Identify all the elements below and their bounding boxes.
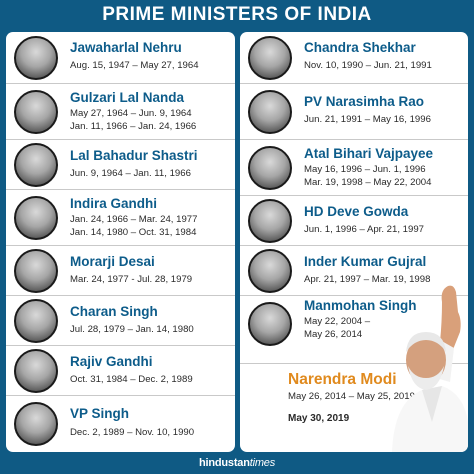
portrait-photo — [14, 402, 58, 446]
pm-entry-nehru: Jawaharlal Nehru Aug. 15, 1947 – May 27,… — [6, 32, 235, 84]
pm-entry-indira: Indira Gandhi Jan. 24, 1966 – Mar. 24, 1… — [6, 190, 235, 246]
portrait-photo — [248, 302, 292, 346]
left-column-card: Jawaharlal Nehru Aug. 15, 1947 – May 27,… — [6, 32, 235, 452]
pm-name: Inder Kumar Gujral — [304, 254, 427, 269]
pm-name: Indira Gandhi — [70, 196, 158, 211]
pm-entry-gujral: Inder Kumar Gujral Apr. 21, 1997 – Mar. … — [240, 246, 468, 296]
portrait-photo — [14, 90, 58, 134]
pm-entry-devegowda: HD Deve Gowda Jun. 1, 1996 – Apr. 21, 19… — [240, 196, 468, 246]
current-pm-term: May 26, 2014 – May 25, 2019 — [288, 391, 415, 402]
portrait-photo — [14, 299, 58, 343]
pm-name: Gulzari Lal Nanda — [70, 90, 185, 105]
portrait-photo — [248, 199, 292, 243]
current-pm-photo — [392, 285, 468, 452]
pm-entry-vajpayee: Atal Bihari Vajpayee May 16, 1996 – Jun.… — [240, 140, 468, 196]
current-pm-new-term: May 30, 2019 — [288, 413, 350, 424]
portrait-photo — [14, 36, 58, 80]
pm-name: PV Narasimha Rao — [304, 94, 425, 109]
pm-entry-vpsingh: VP Singh Dec. 2, 1989 – Nov. 10, 1990 — [6, 396, 235, 452]
pm-term: Jul. 28, 1979 – Jan. 14, 1980 — [70, 324, 194, 335]
pm-term: May 16, 1996 – Jun. 1, 1996 — [304, 164, 426, 175]
pm-name: Atal Bihari Vajpayee — [304, 146, 434, 161]
page-title: PRIME MINISTERS OF INDIA — [102, 4, 372, 25]
portrait-photo — [248, 146, 292, 190]
portrait-photo — [14, 196, 58, 240]
pm-entry-desai: Morarji Desai Mar. 24, 1977 - Jul. 28, 1… — [6, 246, 235, 296]
pm-term: Jun. 9, 1964 – Jan. 11, 1966 — [70, 168, 191, 179]
pm-term: Apr. 21, 1997 – Mar. 19, 1998 — [304, 274, 431, 285]
brand-logo: hindustan times — [0, 452, 474, 474]
pm-term: May 22, 2004 – — [304, 316, 371, 327]
pm-name: Rajiv Gandhi — [70, 354, 153, 369]
pm-term: Jan. 11, 1966 – Jan. 24, 1966 — [70, 121, 197, 132]
portrait-photo — [248, 90, 292, 134]
pm-term: Jun. 21, 1991 – May 16, 1996 — [304, 114, 431, 125]
pm-term: May 26, 2014 — [304, 329, 363, 340]
pm-name: VP Singh — [70, 406, 130, 421]
pm-term: Jun. 1, 1996 – Apr. 21, 1997 — [304, 224, 425, 235]
portrait-photo — [248, 249, 292, 293]
pm-name: Charan Singh — [70, 304, 158, 319]
portrait-photo — [248, 36, 292, 80]
pm-term: Mar. 19, 1998 – May 22, 2004 — [304, 177, 432, 188]
pm-term: Mar. 24, 1977 - Jul. 28, 1979 — [70, 274, 193, 285]
pm-entry-shastri: Lal Bahadur Shastri Jun. 9, 1964 – Jan. … — [6, 140, 235, 190]
pm-term: Aug. 15, 1947 – May 27, 1964 — [70, 60, 199, 71]
portrait-photo — [14, 349, 58, 393]
pm-term: Jan. 14, 1980 – Oct. 31, 1984 — [70, 227, 197, 238]
pm-term: Jan. 24, 1966 – Mar. 24, 1977 — [70, 214, 198, 225]
portrait-photo — [14, 249, 58, 293]
pm-name: Chandra Shekhar — [304, 40, 416, 55]
pm-term: May 27, 1964 – Jun. 9, 1964 — [70, 108, 192, 119]
pm-name: Manmohan Singh — [304, 298, 417, 313]
pm-term: Dec. 2, 1989 – Nov. 10, 1990 — [70, 427, 195, 438]
pm-entry-nanda: Gulzari Lal Nanda May 27, 1964 – Jun. 9,… — [6, 84, 235, 140]
brand-name-bold: hindustan — [198, 457, 250, 469]
pm-entry-manmohan: Manmohan Singh May 22, 2004 – May 26, 20… — [240, 296, 468, 364]
pm-name: HD Deve Gowda — [304, 204, 409, 219]
portrait-photo — [14, 143, 58, 187]
right-column-card: Chandra Shekhar Nov. 10, 1990 – Jun. 21,… — [240, 32, 468, 452]
pm-entry-chandrashekhar: Chandra Shekhar Nov. 10, 1990 – Jun. 21,… — [240, 32, 468, 84]
pm-term: Nov. 10, 1990 – Jun. 21, 1991 — [304, 60, 432, 71]
pm-name: Jawaharlal Nehru — [70, 40, 182, 55]
current-pm-name: Narendra Modi — [288, 371, 397, 388]
brand-name-light: times — [249, 457, 276, 469]
pm-entry-charan: Charan Singh Jul. 28, 1979 – Jan. 14, 19… — [6, 296, 235, 346]
pm-name: Morarji Desai — [70, 254, 155, 269]
pm-entry-narasimharao: PV Narasimha Rao Jun. 21, 1991 – May 16,… — [240, 84, 468, 140]
pm-name: Lal Bahadur Shastri — [70, 148, 198, 163]
pm-term: Oct. 31, 1984 – Dec. 2, 1989 — [70, 374, 193, 385]
pm-entry-rajiv: Rajiv Gandhi Oct. 31, 1984 – Dec. 2, 198… — [6, 346, 235, 396]
